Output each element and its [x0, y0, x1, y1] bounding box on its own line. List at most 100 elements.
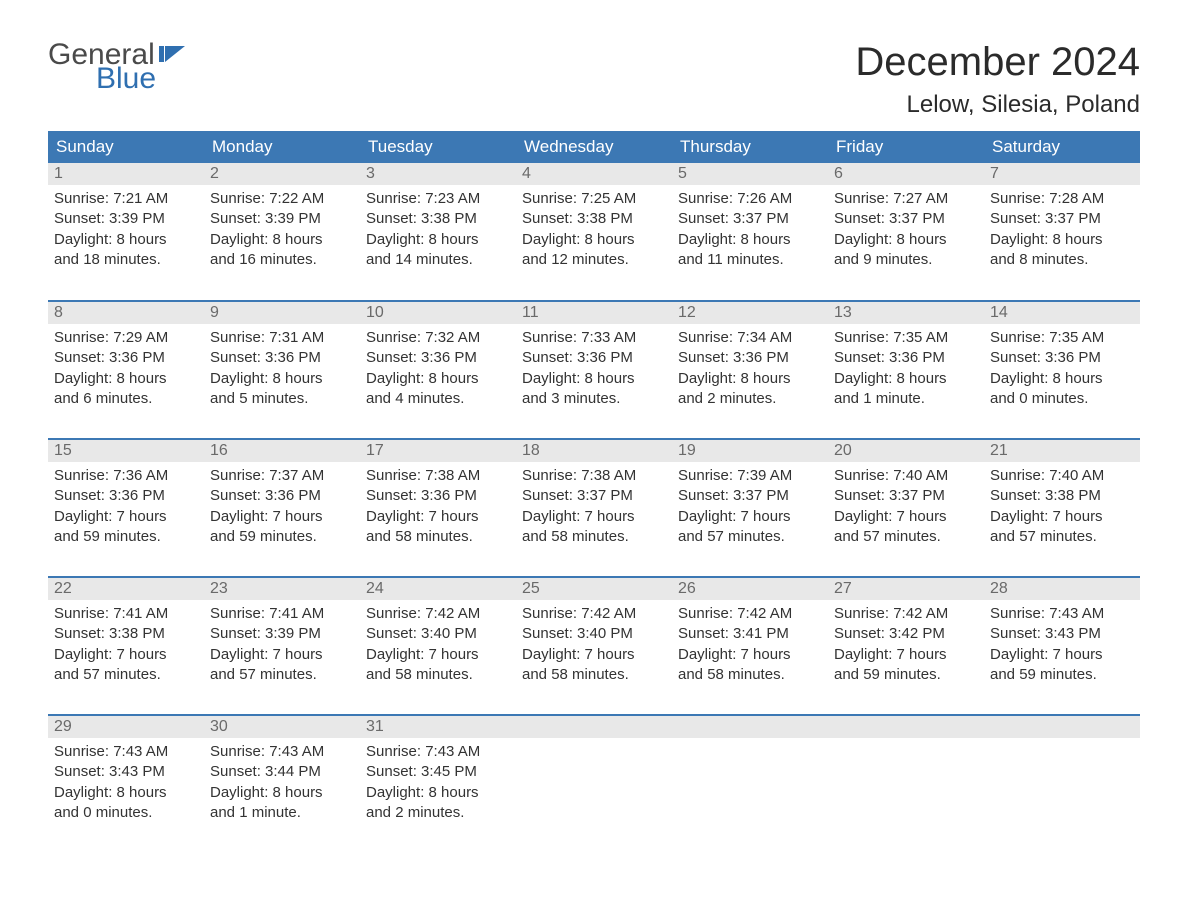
- calendar-day-cell: 19Sunrise: 7:39 AMSunset: 3:37 PMDayligh…: [672, 439, 828, 577]
- daylight-line1: Daylight: 7 hours: [990, 507, 1134, 527]
- daylight-line2: and 58 minutes.: [366, 527, 510, 547]
- sunset-line: Sunset: 3:40 PM: [366, 624, 510, 644]
- calendar-day-cell: 9Sunrise: 7:31 AMSunset: 3:36 PMDaylight…: [204, 301, 360, 439]
- calendar-day-cell: 5Sunrise: 7:26 AMSunset: 3:37 PMDaylight…: [672, 163, 828, 301]
- sunset-line: Sunset: 3:36 PM: [54, 348, 198, 368]
- daylight-line1: Daylight: 8 hours: [366, 783, 510, 803]
- daylight-line2: and 57 minutes.: [834, 527, 978, 547]
- brand-word2: Blue: [96, 64, 187, 94]
- day-details: Sunrise: 7:31 AMSunset: 3:36 PMDaylight:…: [204, 324, 360, 413]
- daylight-line1: Daylight: 7 hours: [366, 507, 510, 527]
- daylight-line1: Daylight: 7 hours: [834, 645, 978, 665]
- calendar-day-cell: 15Sunrise: 7:36 AMSunset: 3:36 PMDayligh…: [48, 439, 204, 577]
- daylight-line2: and 5 minutes.: [210, 389, 354, 409]
- sunset-line: Sunset: 3:43 PM: [990, 624, 1134, 644]
- sunset-line: Sunset: 3:39 PM: [210, 209, 354, 229]
- sunset-line: Sunset: 3:38 PM: [990, 486, 1134, 506]
- day-number: 24: [360, 578, 516, 600]
- sunrise-line: Sunrise: 7:41 AM: [210, 604, 354, 624]
- calendar-week-row: 29Sunrise: 7:43 AMSunset: 3:43 PMDayligh…: [48, 715, 1140, 853]
- calendar-table: SundayMondayTuesdayWednesdayThursdayFrid…: [48, 131, 1140, 853]
- calendar-day-cell: 17Sunrise: 7:38 AMSunset: 3:36 PMDayligh…: [360, 439, 516, 577]
- calendar-day-cell: [828, 715, 984, 853]
- day-details: Sunrise: 7:35 AMSunset: 3:36 PMDaylight:…: [984, 324, 1140, 413]
- day-number: 1: [48, 163, 204, 185]
- calendar-day-cell: 20Sunrise: 7:40 AMSunset: 3:37 PMDayligh…: [828, 439, 984, 577]
- daylight-line1: Daylight: 7 hours: [366, 645, 510, 665]
- sunset-line: Sunset: 3:37 PM: [522, 486, 666, 506]
- sunset-line: Sunset: 3:36 PM: [366, 348, 510, 368]
- calendar-day-cell: 25 Sunrise: 7:42 AMSunset: 3:40 PMDayligh…: [516, 577, 672, 715]
- day-number: 28: [984, 578, 1140, 600]
- day-number: 25: [516, 578, 672, 600]
- day-number: 14: [984, 302, 1140, 324]
- calendar-week-row: 8Sunrise: 7:29 AMSunset: 3:36 PMDaylight…: [48, 301, 1140, 439]
- sunrise-line: Sunrise: 7:33 AM: [522, 328, 666, 348]
- day-details: Sunrise: 7:41 AMSunset: 3:39 PMDaylight:…: [204, 600, 360, 689]
- sunrise-line: Sunrise: 7:43 AM: [54, 742, 198, 762]
- brand-logo: General Blue: [48, 40, 187, 94]
- daylight-line1: Daylight: 8 hours: [522, 230, 666, 250]
- daylight-line1: Daylight: 8 hours: [54, 230, 198, 250]
- sunrise-line: Sunrise: 7:35 AM: [834, 328, 978, 348]
- calendar-day-cell: 14Sunrise: 7:35 AMSunset: 3:36 PMDayligh…: [984, 301, 1140, 439]
- daylight-line2: and 16 minutes.: [210, 250, 354, 270]
- day-number: 12: [672, 302, 828, 324]
- daylight-line1: Daylight: 8 hours: [834, 369, 978, 389]
- sunrise-line: Sunrise: 7:25 AM: [522, 189, 666, 209]
- calendar-day-cell: 24Sunrise: 7:42 AMSunset: 3:40 PMDayligh…: [360, 577, 516, 715]
- sunset-line: Sunset: 3:40 PM: [522, 624, 666, 644]
- weekday-header: Sunday: [48, 131, 204, 163]
- daylight-line1: Daylight: 8 hours: [54, 369, 198, 389]
- daylight-line2: and 1 minute.: [834, 389, 978, 409]
- daylight-line1: Daylight: 7 hours: [678, 645, 822, 665]
- weekday-header: Wednesday: [516, 131, 672, 163]
- daylight-line2: and 59 minutes.: [54, 527, 198, 547]
- daylight-line2: and 2 minutes.: [678, 389, 822, 409]
- daylight-line1: Daylight: 7 hours: [54, 645, 198, 665]
- calendar-day-cell: 11Sunrise: 7:33 AMSunset: 3:36 PMDayligh…: [516, 301, 672, 439]
- sunset-line: Sunset: 3:39 PM: [54, 209, 198, 229]
- sunrise-line: Sunrise: 7:38 AM: [366, 466, 510, 486]
- day-number: 19: [672, 440, 828, 462]
- calendar-day-cell: 7Sunrise: 7:28 AMSunset: 3:37 PMDaylight…: [984, 163, 1140, 301]
- sunrise-line: Sunrise: 7:21 AM: [54, 189, 198, 209]
- daylight-line2: and 0 minutes.: [990, 389, 1134, 409]
- weekday-header-row: SundayMondayTuesdayWednesdayThursdayFrid…: [48, 131, 1140, 163]
- sunrise-line: Sunrise: 7:32 AM: [366, 328, 510, 348]
- calendar-day-cell: 3Sunrise: 7:23 AMSunset: 3:38 PMDaylight…: [360, 163, 516, 301]
- day-number: 10: [360, 302, 516, 324]
- day-number: 6: [828, 163, 984, 185]
- calendar-day-cell: 8Sunrise: 7:29 AMSunset: 3:36 PMDaylight…: [48, 301, 204, 439]
- sunrise-line: Sunrise: 7:42 AM: [522, 604, 666, 624]
- flag-icon: [159, 42, 187, 66]
- day-details: Sunrise: 7:32 AMSunset: 3:36 PMDaylight:…: [360, 324, 516, 413]
- calendar-day-cell: 21Sunrise: 7:40 AMSunset: 3:38 PMDayligh…: [984, 439, 1140, 577]
- sunset-line: Sunset: 3:36 PM: [834, 348, 978, 368]
- sunrise-line: Sunrise: 7:43 AM: [366, 742, 510, 762]
- calendar-day-cell: 22Sunrise: 7:41 AMSunset: 3:38 PMDayligh…: [48, 577, 204, 715]
- daylight-line1: Daylight: 8 hours: [366, 230, 510, 250]
- sunset-line: Sunset: 3:42 PM: [834, 624, 978, 644]
- daylight-line2: and 8 minutes.: [990, 250, 1134, 270]
- daylight-line1: Daylight: 8 hours: [678, 369, 822, 389]
- sunrise-line: Sunrise: 7:22 AM: [210, 189, 354, 209]
- daylight-line1: Daylight: 7 hours: [54, 507, 198, 527]
- calendar-day-cell: [672, 715, 828, 853]
- daylight-line2: and 59 minutes.: [834, 665, 978, 685]
- day-details: Sunrise: 7:33 AMSunset: 3:36 PMDaylight:…: [516, 324, 672, 413]
- day-number: 20: [828, 440, 984, 462]
- daylight-line2: and 1 minute.: [210, 803, 354, 823]
- sunset-line: Sunset: 3:36 PM: [678, 348, 822, 368]
- daylight-line1: Daylight: 7 hours: [522, 645, 666, 665]
- sunrise-line: Sunrise: 7:29 AM: [54, 328, 198, 348]
- daylight-line2: and 58 minutes.: [522, 527, 666, 547]
- daylight-line1: Daylight: 8 hours: [210, 783, 354, 803]
- daylight-line2: and 57 minutes.: [210, 665, 354, 685]
- day-details: Sunrise: 7:27 AMSunset: 3:37 PMDaylight:…: [828, 185, 984, 274]
- daylight-line2: and 57 minutes.: [54, 665, 198, 685]
- day-number: 5: [672, 163, 828, 185]
- day-details: Sunrise: 7:29 AMSunset: 3:36 PMDaylight:…: [48, 324, 204, 413]
- calendar-day-cell: 10Sunrise: 7:32 AMSunset: 3:36 PMDayligh…: [360, 301, 516, 439]
- sunset-line: Sunset: 3:36 PM: [366, 486, 510, 506]
